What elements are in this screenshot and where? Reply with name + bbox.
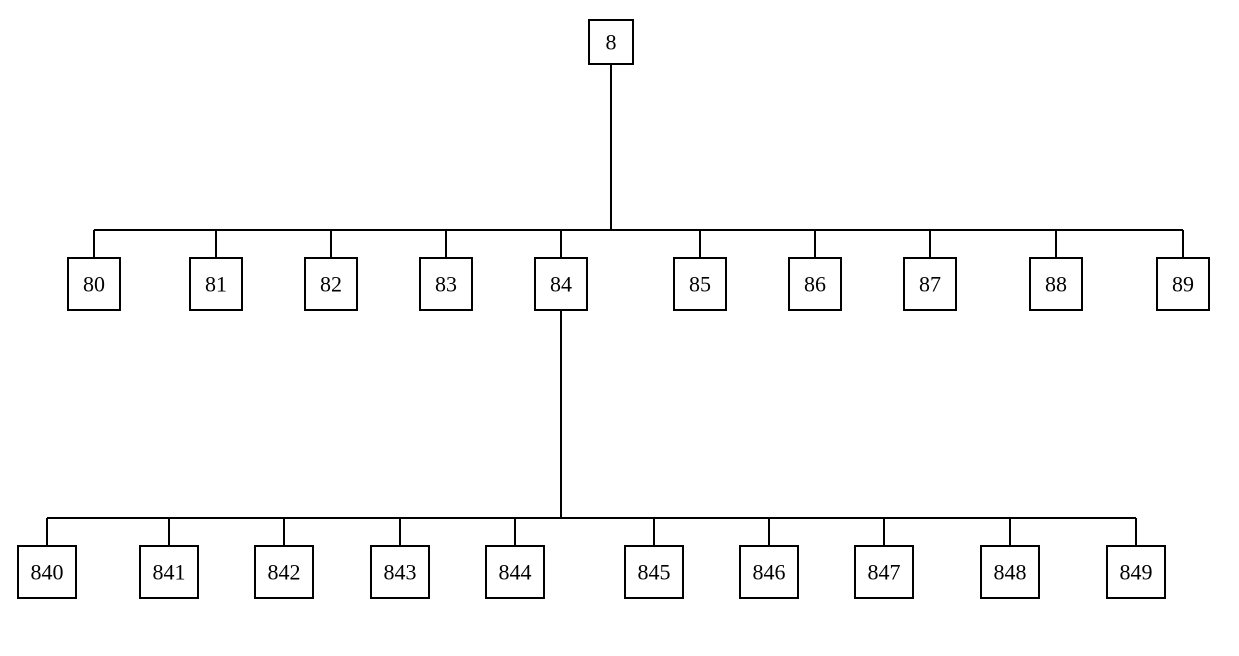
level1-4-label: 84 [550, 272, 572, 297]
level1-3-label: 83 [435, 272, 457, 297]
level2-1-label: 841 [153, 560, 186, 585]
level2-7-label: 847 [868, 560, 901, 585]
level1-5-label: 85 [689, 272, 711, 297]
level1-4-node: 84 [535, 258, 587, 310]
level1-7-node: 87 [904, 258, 956, 310]
level2-3-label: 843 [384, 560, 417, 585]
root-label: 8 [606, 30, 617, 55]
level2-9-label: 849 [1120, 560, 1153, 585]
root-node: 8 [589, 20, 633, 64]
level2-9-node: 849 [1107, 546, 1165, 598]
level2-0-label: 840 [31, 560, 64, 585]
tree-diagram: 8 80 81 82 83 84 85 86 87 88 89 840 841 842 843 844 845 8… [0, 0, 1239, 656]
level2-1-node: 841 [140, 546, 198, 598]
level2-5-label: 845 [638, 560, 671, 585]
level2-2-label: 842 [268, 560, 301, 585]
level1-8-label: 88 [1045, 272, 1067, 297]
level1-9-node: 89 [1157, 258, 1209, 310]
level1-6-label: 86 [804, 272, 826, 297]
level2-4-label: 844 [499, 560, 532, 585]
level2-6-node: 846 [740, 546, 798, 598]
level2-6-label: 846 [753, 560, 786, 585]
level1-2-node: 82 [305, 258, 357, 310]
level1-6-node: 86 [789, 258, 841, 310]
level1-0-label: 80 [83, 272, 105, 297]
level1-7-label: 87 [919, 272, 941, 297]
level2-8-node: 848 [981, 546, 1039, 598]
level2-0-node: 840 [18, 546, 76, 598]
level1-1-node: 81 [190, 258, 242, 310]
level2-7-node: 847 [855, 546, 913, 598]
level1-0-node: 80 [68, 258, 120, 310]
level2-4-node: 844 [486, 546, 544, 598]
level1-8-node: 88 [1030, 258, 1082, 310]
level2-8-label: 848 [994, 560, 1027, 585]
level2-5-node: 845 [625, 546, 683, 598]
level1-9-label: 89 [1172, 272, 1194, 297]
level2-3-node: 843 [371, 546, 429, 598]
level1-3-node: 83 [420, 258, 472, 310]
level1-5-node: 85 [674, 258, 726, 310]
level1-2-label: 82 [320, 272, 342, 297]
level2-2-node: 842 [255, 546, 313, 598]
level1-1-label: 81 [205, 272, 227, 297]
